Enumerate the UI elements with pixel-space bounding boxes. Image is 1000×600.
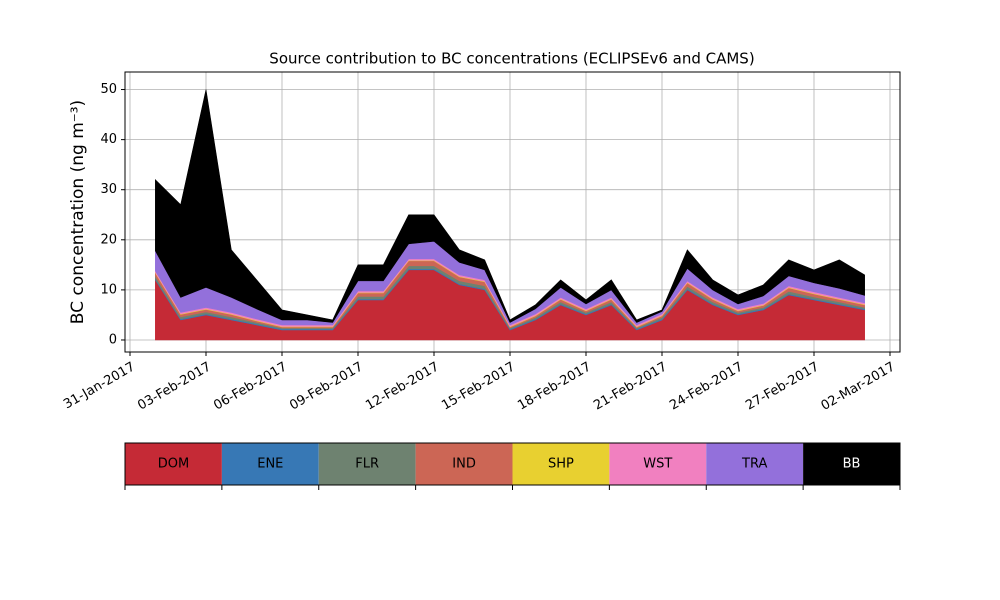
y-tick-label: 10 [100,282,117,297]
x-tick-label: 24-Feb-2017 [667,360,746,414]
x-tick-label: 12-Feb-2017 [363,360,442,414]
y-tick-label: 40 [100,132,117,147]
y-tick-label: 20 [100,232,117,247]
chart-title: Source contribution to BC concentrations… [269,50,754,68]
y-axis-label: BC concentration (ng m⁻³) [68,100,88,324]
x-tick-label: 09-Feb-2017 [287,360,366,414]
plot-area: 0 10 20 30 40 50 31-Jan-201703-Feb-201706-Feb-… [61,72,900,414]
legend-label: WST [643,457,672,472]
y-tick-label: 50 [100,82,117,97]
x-tick-label: 18-Feb-2017 [515,360,594,414]
legend-label: FLR [355,457,379,472]
legend-label: TRA [741,457,767,472]
x-tick-label: 15-Feb-2017 [439,360,518,414]
x-tick-label: 21-Feb-2017 [591,360,670,414]
y-tick-label: 0 [109,332,117,347]
legend: DOM ENE FLR IND SHP WST TRA BB [124,442,901,490]
legend-label: ENE [257,457,283,472]
legend-swatch [415,443,513,485]
x-tick-label: 02-Mar-2017 [819,360,898,414]
legend-label: SHP [548,457,574,472]
legend-swatch [221,443,319,485]
x-tick-label: 31-Jan-2017 [61,360,138,413]
x-tick-label: 27-Feb-2017 [743,360,822,414]
area-bb [155,89,865,323]
legend-swatch [609,443,707,485]
legend-label: IND [452,457,476,472]
legend-swatch [803,443,900,485]
legend-label: BB [843,457,861,472]
legend-swatch [125,443,222,485]
x-tick-label: 06-Feb-2017 [211,360,290,414]
legend-swatch [706,443,804,485]
legend-label: DOM [158,457,189,472]
plot-frame [124,71,901,353]
legend-swatch [318,443,416,485]
legend-swatch [512,443,610,485]
y-tick-label: 30 [100,182,117,197]
x-tick-label: 03-Feb-2017 [135,360,214,414]
